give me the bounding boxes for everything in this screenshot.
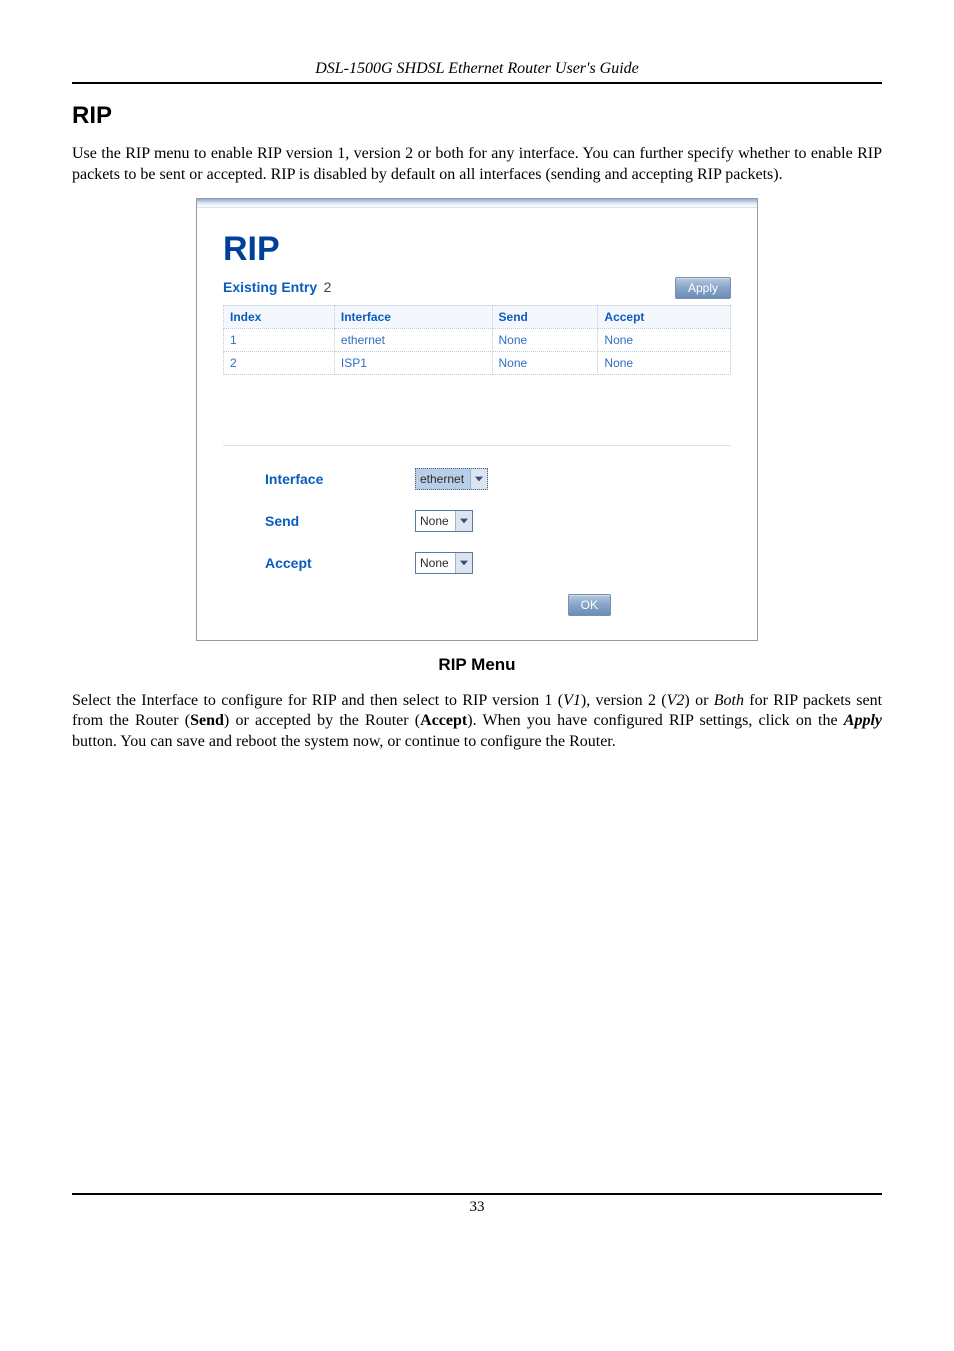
interface-select-value: ethernet bbox=[420, 472, 464, 486]
footer-rule bbox=[72, 1193, 882, 1195]
accept-select[interactable]: None bbox=[415, 552, 473, 574]
intro-paragraph: Use the RIP menu to enable RIP version 1… bbox=[72, 144, 882, 186]
chevron-down-icon bbox=[470, 469, 487, 489]
cell-interface: ethernet bbox=[334, 328, 492, 351]
send-select-value: None bbox=[420, 514, 449, 528]
existing-entry-count: 2 bbox=[324, 279, 332, 295]
screenshot-panel: RIP Existing Entry 2 Apply Index Interfa… bbox=[196, 198, 758, 641]
figure-caption: RIP Menu bbox=[72, 655, 882, 675]
accept-label: Accept bbox=[265, 555, 415, 571]
chevron-down-icon bbox=[455, 553, 472, 573]
panel-top-gradient bbox=[197, 199, 757, 208]
cell-interface: ISP1 bbox=[334, 351, 492, 374]
interface-label: Interface bbox=[265, 471, 415, 487]
page-number: 33 bbox=[72, 1199, 882, 1236]
col-index: Index bbox=[224, 305, 335, 328]
send-select[interactable]: None bbox=[415, 510, 473, 532]
ok-button[interactable]: OK bbox=[568, 594, 611, 616]
send-label: Send bbox=[265, 513, 415, 529]
col-interface: Interface bbox=[334, 305, 492, 328]
existing-entry-label: Existing Entry bbox=[223, 279, 317, 295]
rip-table: Index Interface Send Accept 1 ethernet N… bbox=[223, 305, 731, 375]
cell-send: None bbox=[492, 351, 598, 374]
apply-button[interactable]: Apply bbox=[675, 277, 731, 299]
table-header-row: Index Interface Send Accept bbox=[224, 305, 731, 328]
table-row[interactable]: 2 ISP1 None None bbox=[224, 351, 731, 374]
outro-paragraph: Select the Interface to configure for RI… bbox=[72, 691, 882, 753]
panel-divider bbox=[223, 445, 731, 446]
cell-send: None bbox=[492, 328, 598, 351]
cell-index: 2 bbox=[224, 351, 335, 374]
doc-header: DSL-1500G SHDSL Ethernet Router User's G… bbox=[72, 60, 882, 84]
rip-form: Interface ethernet Send None bbox=[223, 468, 731, 616]
interface-select[interactable]: ethernet bbox=[415, 468, 488, 490]
col-accept: Accept bbox=[598, 305, 731, 328]
panel-title: RIP bbox=[223, 230, 731, 269]
chevron-down-icon bbox=[455, 511, 472, 531]
cell-accept: None bbox=[598, 328, 731, 351]
accept-select-value: None bbox=[420, 556, 449, 570]
table-row[interactable]: 1 ethernet None None bbox=[224, 328, 731, 351]
col-send: Send bbox=[492, 305, 598, 328]
cell-accept: None bbox=[598, 351, 731, 374]
cell-index: 1 bbox=[224, 328, 335, 351]
section-heading-rip: RIP bbox=[72, 102, 882, 130]
